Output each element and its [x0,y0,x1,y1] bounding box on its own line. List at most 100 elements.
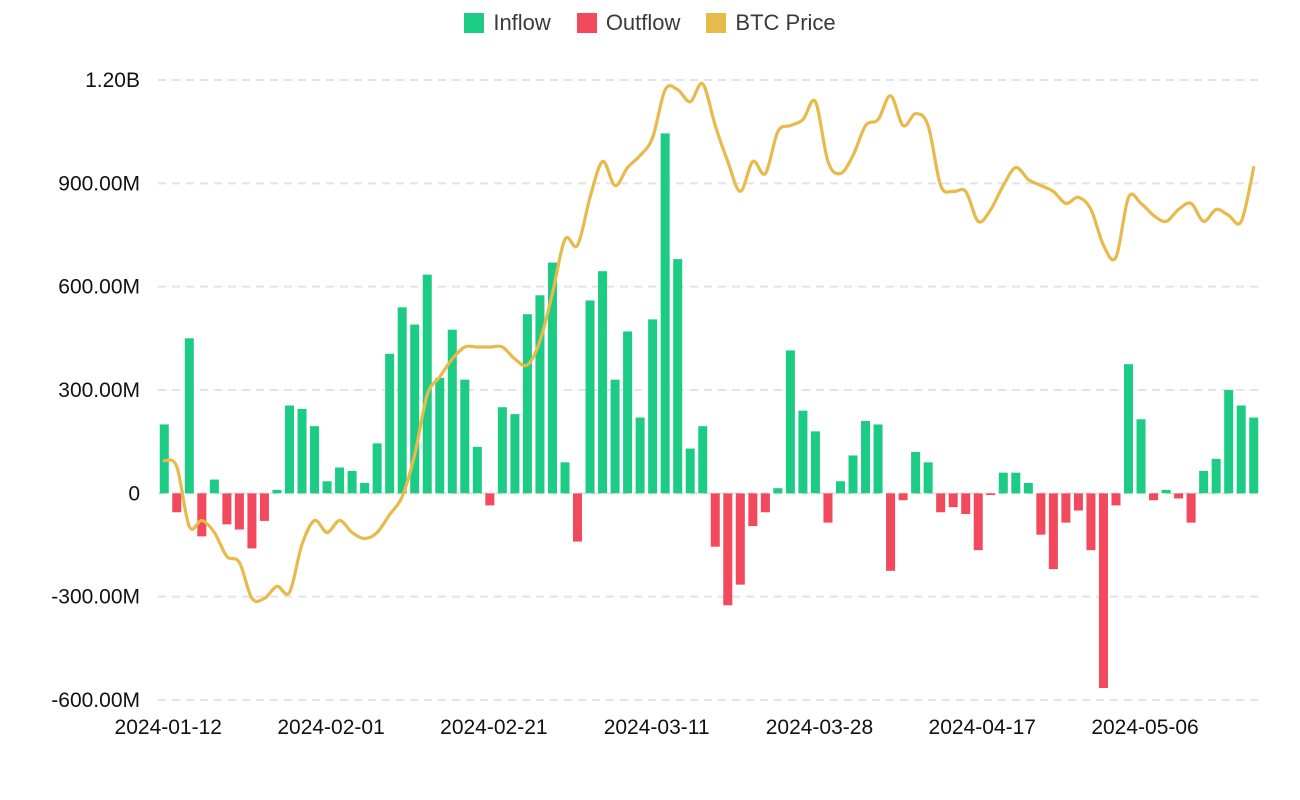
x-tick-label: 2024-02-01 [277,716,384,739]
inflow-bar [798,410,808,494]
inflow-bar [1161,489,1171,494]
x-tick-label: 2024-03-11 [604,716,710,739]
outflow-bar [1149,493,1159,501]
outflow-bar [259,493,269,521]
outflow-bar [898,493,908,501]
inflow-bar [773,488,783,494]
inflow-bar [360,483,370,494]
x-tick-label: 2024-04-17 [929,716,1036,739]
inflow-bar [848,455,858,494]
inflow-bar [923,462,933,494]
x-tick-label: 2024-01-12 [115,716,222,739]
inflow-bar [1124,364,1134,494]
outflow-bar [748,493,758,527]
outflow-bar [961,493,971,514]
inflow-bar [610,379,620,494]
y-tick-label: 1.20B [85,69,140,92]
legend: Inflow Outflow BTC Price [0,10,1300,36]
inflow-bar [585,300,595,494]
inflow-bar [698,426,708,494]
legend-item-outflow[interactable]: Outflow [576,10,681,36]
outflow-bar [1098,493,1108,688]
outflow-bar [823,493,833,523]
outflow-bar [222,493,232,525]
inflow-bar [861,421,871,494]
inflow-bar [635,417,645,494]
inflow-bar [447,329,457,494]
inflow-bar [998,472,1008,494]
inflow-bar [547,262,557,494]
inflow-bar [272,489,282,494]
inflow-bar [598,271,608,494]
x-tick-label: 2024-03-28 [766,716,873,739]
inflow-bar [685,448,695,494]
legend-swatch-outflow [576,13,597,33]
legend-label-price: BTC Price [735,10,836,35]
legend-label-inflow: Inflow [493,10,551,35]
y-tick-label: 600.00M [58,276,140,299]
outflow-bar [886,493,896,571]
y-tick-label: 0 [128,482,140,505]
outflow-bar [1174,493,1184,499]
inflow-bar [310,426,320,494]
inflow-bar [1023,483,1033,494]
outflow-bar [1036,493,1046,535]
inflow-bar [184,338,194,494]
outflow-bar [1111,493,1121,506]
inflow-bar [347,470,357,494]
inflow-bar [209,479,219,494]
inflow-bar [1136,419,1146,494]
inflow-bar [1236,405,1246,494]
inflow-bar [410,324,420,494]
outflow-bar [1086,493,1096,551]
outflow-bar [234,493,244,530]
inflow-bar [297,408,307,494]
legend-swatch-price [706,13,727,33]
inflow-bar [648,319,658,494]
btc-price-line [162,81,1256,604]
inflow-bar [835,481,845,494]
legend-swatch-inflow [464,13,485,33]
legend-item-price[interactable]: BTC Price [706,10,836,36]
inflow-bar [911,452,921,494]
inflow-bar [1211,458,1221,494]
outflow-bar [172,493,182,513]
outflow-bar [485,493,495,506]
inflow-bar [472,446,482,494]
legend-item-inflow[interactable]: Inflow [464,10,551,36]
y-tick-label: -300.00M [51,586,140,609]
outflow-bar [1048,493,1058,570]
outflow-bar [735,493,745,585]
inflow-bar [1199,470,1209,494]
inflow-bar [785,350,795,494]
y-tick-label: 900.00M [58,172,140,195]
inflow-bar [1224,390,1234,494]
inflow-bar [422,274,432,494]
outflow-bar [936,493,946,513]
inflow-bar [322,481,332,494]
inflow-bar [335,467,345,494]
inflow-bar [372,443,382,494]
legend-label-outflow: Outflow [605,10,681,35]
inflow-bar [522,314,532,494]
inflow-bar [535,295,545,494]
inflow-bar [510,414,520,494]
inflow-bar [560,462,570,494]
outflow-bar [573,493,583,542]
x-tick-label: 2024-05-06 [1091,716,1198,739]
inflow-bar [673,259,683,494]
x-tick-label: 2024-02-21 [440,716,547,739]
inflow-bar [497,407,507,494]
inflow-bar [435,377,445,494]
inflow-bar [660,133,670,494]
outflow-bar [1073,493,1083,511]
inflow-bar [460,379,470,494]
y-tick-label: 300.00M [58,379,140,402]
inflow-bar [1249,417,1259,494]
outflow-bar [197,493,207,537]
outflow-bar [1186,493,1196,523]
inflow-bar [385,353,395,494]
y-tick-label: -600.00M [51,689,140,712]
inflow-bar [810,431,820,494]
